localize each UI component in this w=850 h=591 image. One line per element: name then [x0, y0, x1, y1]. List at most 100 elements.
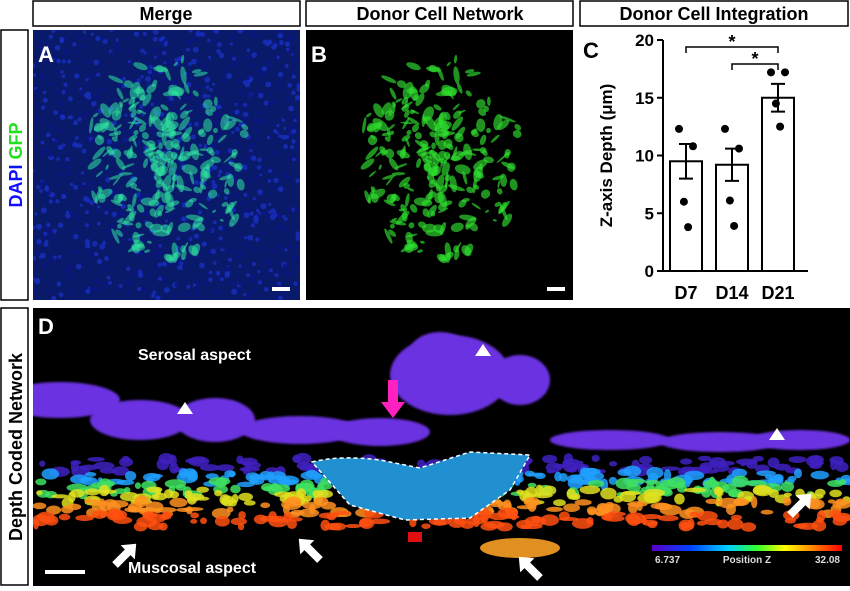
gfp-cell: [115, 157, 126, 171]
nucleus: [229, 280, 235, 286]
nucleus: [201, 194, 206, 200]
depth-blob: [577, 471, 596, 484]
gfp-cell: [164, 139, 174, 151]
depth-blob: [563, 453, 573, 463]
nucleus: [249, 211, 254, 216]
donor-region: [310, 451, 532, 521]
gfp-cell: [158, 142, 163, 150]
depth-blob: [359, 517, 375, 529]
gfp-cell: [412, 124, 419, 133]
nucleus: [152, 48, 158, 54]
gfp-cell: [396, 211, 410, 225]
gfp-cell: [192, 90, 199, 97]
serosal-blob: [660, 432, 780, 452]
gfp-cell: [385, 148, 395, 159]
nucleus: [249, 148, 253, 153]
gfp-cell: [454, 132, 464, 143]
gfp-cell: [451, 116, 464, 131]
nucleus: [194, 279, 201, 285]
nucleus: [138, 193, 145, 200]
gfp-cell: [160, 104, 169, 111]
depth-blob: [696, 510, 718, 522]
gfp-cell: [199, 178, 204, 194]
nucleus: [269, 274, 274, 279]
nucleus: [241, 164, 248, 171]
nucleus: [109, 223, 114, 229]
gfp-cell: [367, 135, 378, 146]
gfp-cell: [386, 193, 396, 204]
nucleus: [258, 78, 264, 84]
gfp-cell: [509, 178, 518, 191]
depth-blob: [715, 487, 724, 497]
nucleus: [65, 156, 70, 162]
nucleus: [291, 57, 297, 63]
gfp-cell: [111, 228, 120, 244]
gfp-cell: [122, 98, 130, 103]
depth-blob: [782, 497, 792, 506]
nucleus: [164, 287, 170, 293]
gfp-cell: [197, 129, 206, 138]
gfp-cell: [154, 204, 164, 218]
nucleus: [90, 32, 94, 36]
depth-blob: [752, 485, 774, 497]
depth-blob: [91, 509, 108, 519]
nucleus: [294, 123, 298, 127]
nucleus: [185, 94, 192, 101]
nucleus: [197, 205, 201, 209]
gfp-cell: [140, 197, 156, 206]
gfp-cell: [153, 66, 168, 73]
nucleus: [65, 210, 70, 214]
nucleus: [243, 208, 249, 213]
nucleus: [124, 113, 128, 117]
nucleus: [46, 40, 50, 44]
depth-blob: [317, 482, 333, 490]
nucleus: [223, 196, 228, 200]
nucleus: [161, 261, 167, 267]
gfp-cell: [132, 193, 137, 208]
gfp-cell: [415, 93, 425, 107]
panel-letter: A: [38, 42, 54, 67]
nucleus: [287, 243, 293, 249]
nucleus: [220, 102, 225, 107]
depth-blob: [149, 473, 163, 478]
gfp-cell: [479, 163, 484, 171]
nucleus: [159, 41, 164, 46]
nucleus: [246, 291, 251, 295]
nucleus: [278, 225, 284, 230]
depth-blob: [727, 518, 744, 530]
gfp-cell: [434, 130, 440, 146]
nucleus: [220, 165, 224, 170]
depth-blob: [283, 503, 290, 515]
gfp-cell: [406, 130, 412, 136]
gfp-cell: [398, 176, 411, 188]
nucleus: [142, 286, 148, 293]
side-box: [0, 29, 29, 301]
gfp-cell: [213, 127, 218, 134]
gfp-cell: [177, 222, 191, 232]
gfp-cell: [113, 127, 118, 139]
nucleus: [85, 78, 89, 82]
nucleus: [263, 100, 269, 106]
gfp-cell: [498, 115, 516, 123]
nucleus: [228, 257, 233, 262]
dapi-label: DAPI: [6, 165, 26, 208]
gfp-cell: [494, 201, 502, 207]
nucleus: [110, 51, 114, 56]
nucleus: [284, 217, 288, 221]
gfp-cell: [172, 252, 178, 264]
gfp-cell: [129, 145, 133, 156]
depth-blob: [249, 479, 260, 484]
gfp-cell: [134, 117, 147, 125]
nucleus: [207, 94, 211, 98]
nucleus: [245, 156, 250, 160]
nucleus: [48, 124, 54, 129]
gfp-cell: [433, 182, 441, 190]
gfp-cell: [453, 66, 460, 85]
gfp-cell: [109, 174, 123, 180]
nucleus: [260, 232, 265, 237]
depth-blob: [68, 491, 76, 503]
depth-blob: [67, 503, 82, 511]
depth-blob: [221, 495, 234, 507]
nucleus: [250, 223, 255, 228]
nucleus: [71, 249, 76, 254]
